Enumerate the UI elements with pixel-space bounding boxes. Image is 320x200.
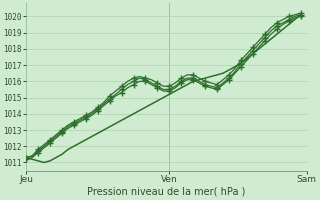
X-axis label: Pression niveau de la mer( hPa ): Pression niveau de la mer( hPa ) (87, 187, 245, 197)
